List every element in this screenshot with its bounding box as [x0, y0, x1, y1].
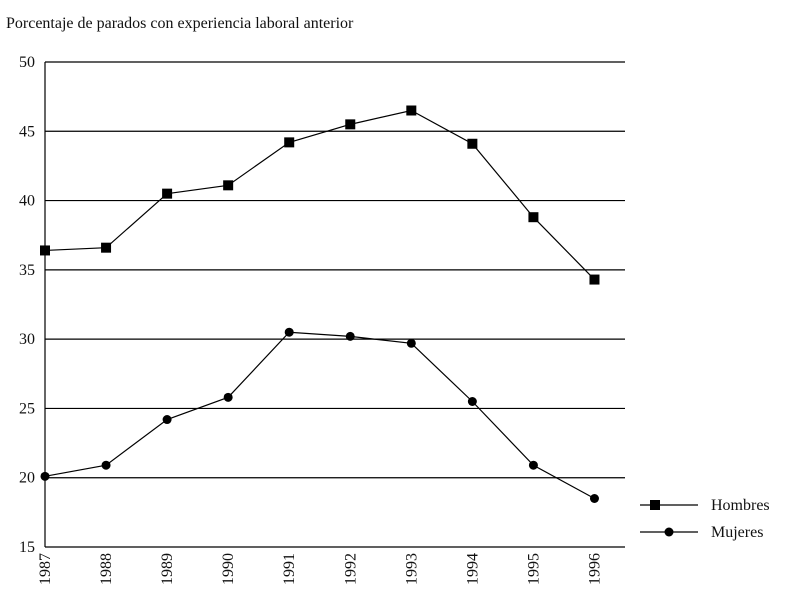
data-point: [162, 415, 172, 425]
data-point: [589, 274, 600, 285]
data-point: [223, 180, 234, 191]
data-point: [284, 327, 294, 337]
x-tick-label: 1993: [403, 553, 420, 585]
data-point: [40, 245, 50, 256]
data-point: [101, 242, 112, 253]
data-point: [406, 338, 416, 348]
data-point: [528, 460, 538, 470]
data-point: [223, 392, 233, 402]
x-tick-label: 1989: [159, 553, 176, 585]
data-point: [467, 397, 477, 406]
x-tick-label: 1992: [342, 553, 359, 585]
x-tick-label: 1994: [464, 553, 481, 585]
y-tick-label: 40: [19, 193, 35, 210]
data-point: [284, 137, 295, 148]
y-tick-label: 50: [19, 54, 35, 71]
legend-marker: [664, 527, 674, 537]
x-tick-label: 1988: [98, 553, 115, 585]
data-point: [467, 138, 478, 149]
x-tick-label: 1987: [37, 553, 54, 585]
chart-title: Porcentaje de parados con experiencia la…: [6, 15, 354, 32]
y-tick-label: 15: [19, 539, 35, 556]
data-point: [162, 188, 173, 199]
legend-marker: [650, 500, 660, 510]
data-point: [345, 119, 356, 130]
x-tick-label: 1996: [586, 553, 603, 585]
x-tick-label: 1991: [281, 553, 298, 585]
y-tick-label: 25: [19, 400, 35, 417]
data-point: [345, 331, 355, 341]
y-tick-label: 35: [19, 262, 35, 279]
data-point: [528, 212, 539, 223]
data-point: [40, 471, 50, 481]
legend-label: Mujeres: [711, 524, 763, 541]
y-tick-label: 30: [19, 331, 35, 348]
y-tick-label: 20: [19, 470, 35, 487]
data-point: [101, 460, 111, 470]
data-point: [589, 494, 599, 503]
series-line: [44, 109, 595, 280]
y-tick-label: 45: [19, 123, 35, 140]
data-point: [406, 105, 417, 116]
series-line: [44, 331, 595, 500]
x-tick-label: 1995: [525, 553, 542, 585]
x-tick-label: 1990: [220, 553, 237, 585]
legend-label: Hombres: [711, 497, 770, 514]
